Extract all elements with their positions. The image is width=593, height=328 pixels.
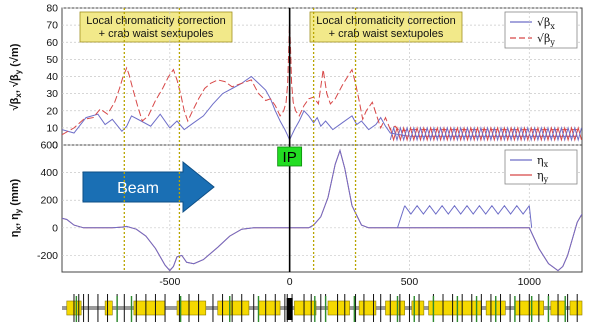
beta-y-axis-label: √βx, √βy (√m)	[9, 43, 23, 110]
eta-series	[62, 148, 582, 272]
beta-y-line	[62, 19, 578, 136]
eta-x-sawtooth	[404, 204, 530, 215]
x-tick-label: -500	[159, 276, 180, 288]
beta-legend-box	[504, 11, 578, 49]
legend-eta-x-label: ηx	[537, 154, 549, 169]
beta-legend: √βx √βy	[504, 11, 578, 49]
beam-arrow-shape	[82, 160, 215, 214]
lattice-dipole	[104, 300, 113, 316]
lattice-dipole	[176, 300, 207, 316]
x-tick-label: 1000	[518, 276, 542, 288]
lattice-dipole	[569, 300, 583, 316]
eta-y-tick-label: 400	[40, 167, 58, 179]
ip-label: IP	[283, 149, 297, 166]
eta-x-line	[62, 148, 582, 272]
beta-series	[62, 19, 582, 142]
ip-box	[277, 146, 303, 167]
annotation-left-box	[79, 11, 233, 43]
lattice-dipole	[411, 300, 425, 316]
x-ticks: -500 0 500 1000	[159, 276, 541, 288]
beam-arrow: Beam	[82, 160, 215, 214]
beta-x-line	[62, 75, 578, 142]
lattice-dipole	[294, 300, 317, 316]
beta-y-tick-label: 40	[46, 71, 58, 83]
eta-y-tick-label: 0	[52, 222, 58, 234]
eta-y-tick-label: -200	[37, 250, 58, 262]
beta-y-tick-label: 0	[52, 140, 58, 152]
eta-legend-box	[504, 149, 578, 185]
eta-y-tick-label: 200	[40, 195, 58, 207]
beam-label: Beam	[117, 180, 159, 197]
legend-eta-y-label: ηy	[537, 169, 549, 184]
annotation-right-box	[309, 11, 463, 43]
annotation-left: Local chromaticity correction + crab wai…	[79, 11, 233, 43]
eta-legend: ηx ηy	[504, 149, 578, 185]
lattice-dipole	[385, 300, 405, 316]
eta-x-fall	[528, 205, 533, 228]
annotation-right-line1: Local chromaticity correction	[316, 15, 455, 27]
x-tick-label: 500	[401, 276, 419, 288]
ip-marker: IP	[277, 8, 303, 272]
beta-y-ticks: 0 10 20 30 40 50 60 70 80	[46, 3, 58, 152]
beta-y-tick-label: 10	[46, 122, 58, 134]
beta-y-tick-label: 80	[46, 3, 58, 15]
lattice-strip	[62, 294, 583, 322]
eta-plot-area	[61, 144, 583, 273]
beta-y-tick-label: 50	[46, 54, 58, 66]
eta-y-tick-label: 600	[40, 140, 58, 152]
annotation-right: Local chromaticity correction + crab wai…	[309, 11, 463, 43]
lattice-dipole	[428, 300, 482, 316]
eta-x-rise	[397, 205, 406, 228]
lattice-dipole	[133, 300, 166, 316]
x-tick-label: 0	[287, 276, 293, 288]
annotation-left-line1: Local chromaticity correction	[86, 15, 225, 27]
eta-y-axis-label: ηx, ηy (mm)	[9, 178, 23, 237]
lattice-dipole	[358, 300, 377, 316]
beta-y-tick-label: 60	[46, 37, 58, 49]
annotation-right-line2: + crab waist sextupoles	[329, 28, 444, 40]
beta-y-tick-label: 20	[46, 105, 58, 117]
annotation-left-line2: + crab waist sextupoles	[99, 28, 214, 40]
beta-panel: 0 10 20 30 40 50 60 70 80 √βx, √βy (√m) Local ch…	[9, 3, 583, 152]
beta-y-tick-label: 30	[46, 88, 58, 100]
beta-y-tick-label: 70	[46, 20, 58, 32]
section-markers	[123, 8, 357, 272]
beta-x-ripple	[389, 126, 582, 142]
lattice-ip-element	[286, 298, 293, 320]
eta-y-ticks: -200 0 200 400 600	[37, 140, 58, 262]
lattice-dipole	[217, 300, 250, 316]
lattice-dipole	[327, 300, 350, 316]
lattice-dipole	[258, 300, 281, 316]
